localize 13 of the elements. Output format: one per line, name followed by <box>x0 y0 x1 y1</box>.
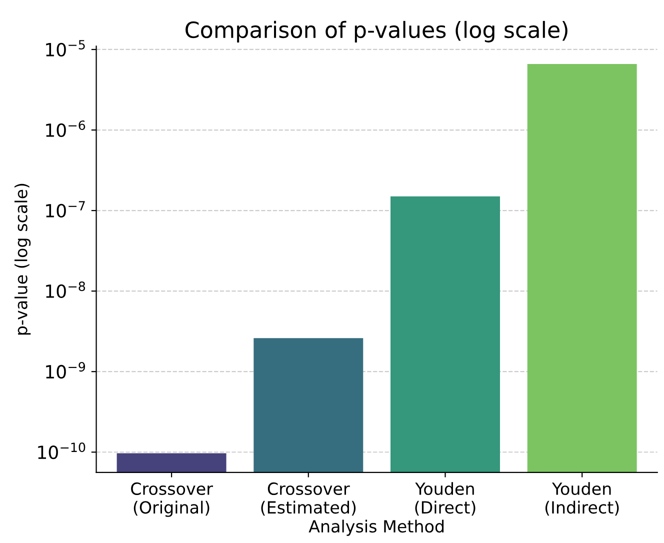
x-tick-label: Youden (Direct) <box>415 482 476 516</box>
y-tick-label: 10$^{−9}$ <box>46 362 86 379</box>
y-tick-label: 10$^{−10}$ <box>38 442 86 460</box>
chart-title: Comparison of p-values (log scale) <box>186 20 568 42</box>
y-tick-label: 10$^{−8}$ <box>46 282 86 298</box>
y-axis-title: p-value (log scale) <box>14 184 31 335</box>
x-tick-label: Youden (Indirect) <box>545 482 619 516</box>
y-tick-label: 10$^{−7}$ <box>46 201 85 218</box>
x-tick-label: Crossover (Original) <box>131 482 213 517</box>
y-tick-label: 10$^{−5}$ <box>46 40 85 56</box>
x-tick-label: Crossover (Estimated) <box>261 482 356 516</box>
x-axis-title: Analysis Method <box>308 520 444 536</box>
y-tick-label: 10$^{−6}$ <box>46 120 86 137</box>
